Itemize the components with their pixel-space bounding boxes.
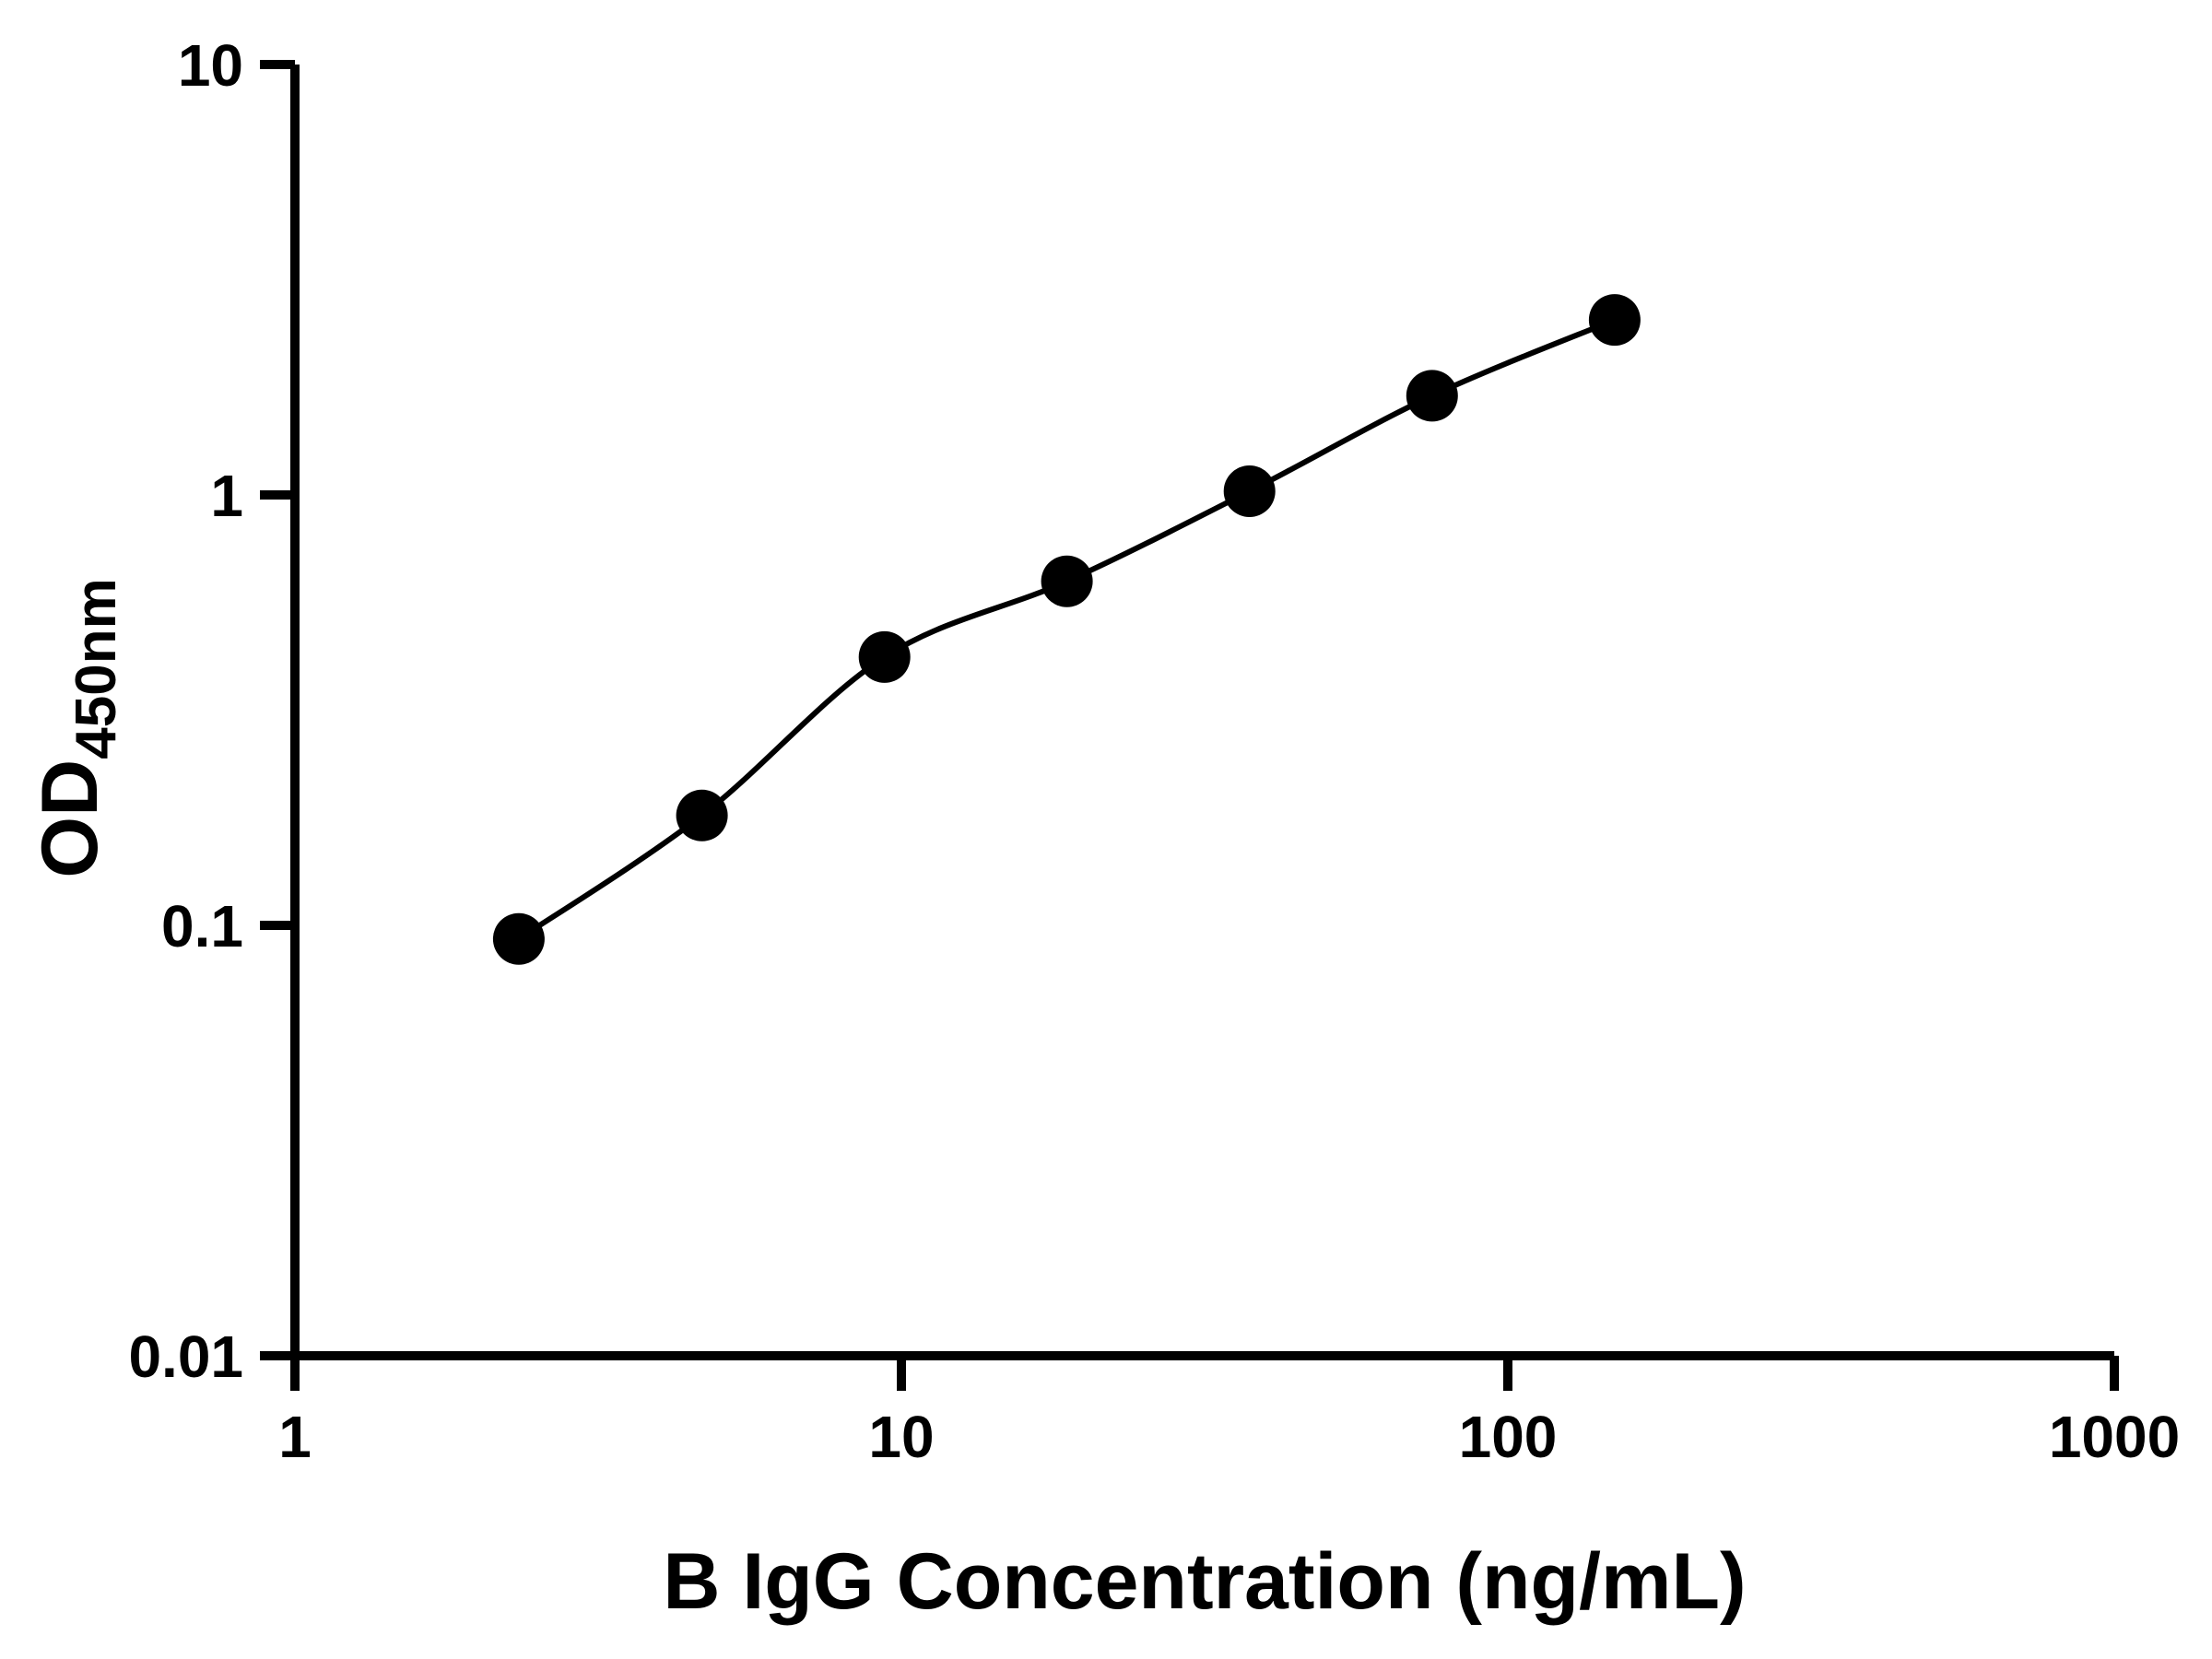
data-series xyxy=(492,294,1641,965)
axes xyxy=(290,65,2114,1360)
y-axis-title-subscript: 450nm xyxy=(65,578,128,759)
x-tick-label: 100 xyxy=(1459,1404,1558,1470)
data-point-marker xyxy=(492,912,545,965)
x-tick-label: 1000 xyxy=(2049,1404,2180,1470)
y-tick-label: 0.01 xyxy=(128,1324,243,1390)
tick-labels: 1 10 100 1000 0.01 0.1 1 10 xyxy=(128,32,2180,1470)
x-tick-label: 1 xyxy=(278,1404,312,1470)
x-tick-label: 10 xyxy=(868,1404,934,1470)
y-axis-title-main: OD xyxy=(26,759,114,878)
axis-ticks xyxy=(260,60,2119,1391)
data-point-marker xyxy=(1041,555,1093,607)
data-point-marker xyxy=(858,630,911,683)
y-axis-title: OD450nm xyxy=(26,578,128,877)
data-point-marker xyxy=(1223,465,1276,517)
data-point-marker xyxy=(1406,370,1458,422)
x-axis-title: B IgG Concentration (ng/mL) xyxy=(663,1537,1746,1626)
y-tick-label: 0.1 xyxy=(161,893,243,959)
y-tick-label: 10 xyxy=(178,32,243,99)
data-point-marker xyxy=(676,789,728,841)
data-point-marker xyxy=(1588,294,1641,347)
y-tick-label: 1 xyxy=(210,463,243,529)
